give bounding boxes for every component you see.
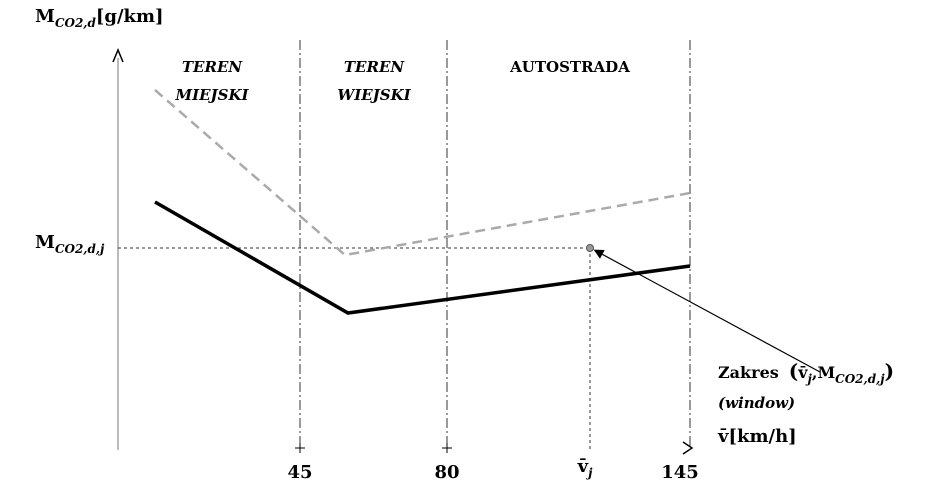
x-tick-label: 80 (434, 462, 459, 483)
x-point-label: v̄j (577, 456, 593, 480)
lower-curve (154, 200, 691, 315)
annotation-arrow (593, 249, 821, 373)
x-tick-label: 145 (661, 462, 699, 483)
upper-curve (154, 89, 691, 257)
y-level-label: MCO2,d,j (35, 232, 105, 256)
x-tick-label: 45 (287, 462, 312, 483)
region-label: WIEJSKI (337, 86, 411, 104)
window-point (586, 244, 594, 252)
region-label: TEREN (344, 58, 405, 76)
annotation-note: (window) (718, 394, 795, 412)
x-axis-label: v̄[km/h] (717, 426, 797, 447)
region-label: AUTOSTRADA (509, 58, 630, 76)
region-label: TEREN (182, 58, 243, 76)
annotation-label: Zakres (v̄j,MCO2,d,j) (718, 359, 894, 386)
x-axis-arrow (682, 441, 694, 455)
region-label: MIEJSKI (174, 86, 249, 104)
y-axis-arrow (112, 48, 124, 63)
y-axis-label: MCO2,d[g/km] (35, 6, 164, 30)
